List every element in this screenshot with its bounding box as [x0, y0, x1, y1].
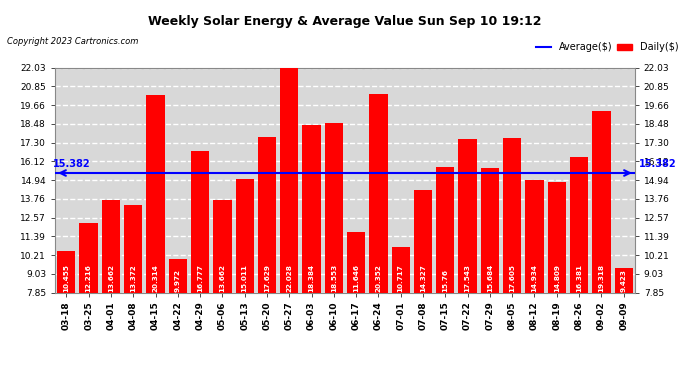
- Bar: [570, 157, 588, 292]
- Bar: [258, 137, 276, 292]
- Text: 20.352: 20.352: [375, 264, 382, 292]
- Bar: [392, 247, 410, 292]
- Bar: [102, 200, 120, 292]
- Bar: [525, 180, 544, 292]
- Bar: [369, 94, 388, 292]
- Text: 18.553: 18.553: [331, 264, 337, 292]
- Text: 14.327: 14.327: [420, 264, 426, 292]
- Bar: [146, 95, 165, 292]
- Text: 10.717: 10.717: [397, 264, 404, 292]
- Text: 15.382: 15.382: [639, 159, 677, 169]
- Bar: [280, 68, 298, 292]
- Text: 22.028: 22.028: [286, 264, 293, 292]
- Bar: [235, 179, 254, 292]
- Bar: [168, 259, 187, 292]
- Text: 17.629: 17.629: [264, 264, 270, 292]
- Text: 13.662: 13.662: [219, 264, 226, 292]
- Text: 12.216: 12.216: [86, 264, 92, 292]
- Bar: [436, 167, 455, 292]
- Text: 10.455: 10.455: [63, 264, 70, 292]
- Bar: [325, 123, 343, 292]
- Bar: [548, 182, 566, 292]
- Bar: [57, 251, 75, 292]
- Bar: [615, 267, 633, 292]
- Text: 14.934: 14.934: [531, 264, 538, 292]
- Text: 13.662: 13.662: [108, 264, 114, 292]
- Bar: [503, 138, 522, 292]
- Text: 20.314: 20.314: [152, 264, 159, 292]
- Bar: [592, 111, 611, 292]
- Bar: [124, 205, 142, 292]
- Bar: [79, 223, 98, 292]
- Text: 15.684: 15.684: [487, 264, 493, 292]
- Text: 16.777: 16.777: [197, 264, 203, 292]
- Bar: [213, 200, 232, 292]
- Text: 18.384: 18.384: [308, 264, 315, 292]
- Text: 19.318: 19.318: [598, 264, 604, 292]
- Text: 9.972: 9.972: [175, 269, 181, 292]
- Bar: [347, 232, 365, 292]
- Text: 15.382: 15.382: [53, 159, 90, 169]
- Text: 11.646: 11.646: [353, 264, 359, 292]
- Text: 15.011: 15.011: [241, 264, 248, 292]
- Bar: [414, 190, 432, 292]
- Bar: [481, 168, 499, 292]
- Text: 17.543: 17.543: [464, 264, 471, 292]
- Text: 14.809: 14.809: [554, 264, 560, 292]
- Text: 17.605: 17.605: [509, 264, 515, 292]
- Text: 9.423: 9.423: [620, 269, 627, 292]
- Bar: [458, 139, 477, 292]
- Legend: Average($), Daily($): Average($), Daily($): [536, 42, 678, 52]
- Text: Copyright 2023 Cartronics.com: Copyright 2023 Cartronics.com: [7, 38, 138, 46]
- Text: Weekly Solar Energy & Average Value Sun Sep 10 19:12: Weekly Solar Energy & Average Value Sun …: [148, 15, 542, 28]
- Text: 13.372: 13.372: [130, 264, 136, 292]
- Bar: [191, 151, 209, 292]
- Text: 15.76: 15.76: [442, 269, 448, 292]
- Bar: [302, 125, 321, 292]
- Text: 16.381: 16.381: [576, 264, 582, 292]
